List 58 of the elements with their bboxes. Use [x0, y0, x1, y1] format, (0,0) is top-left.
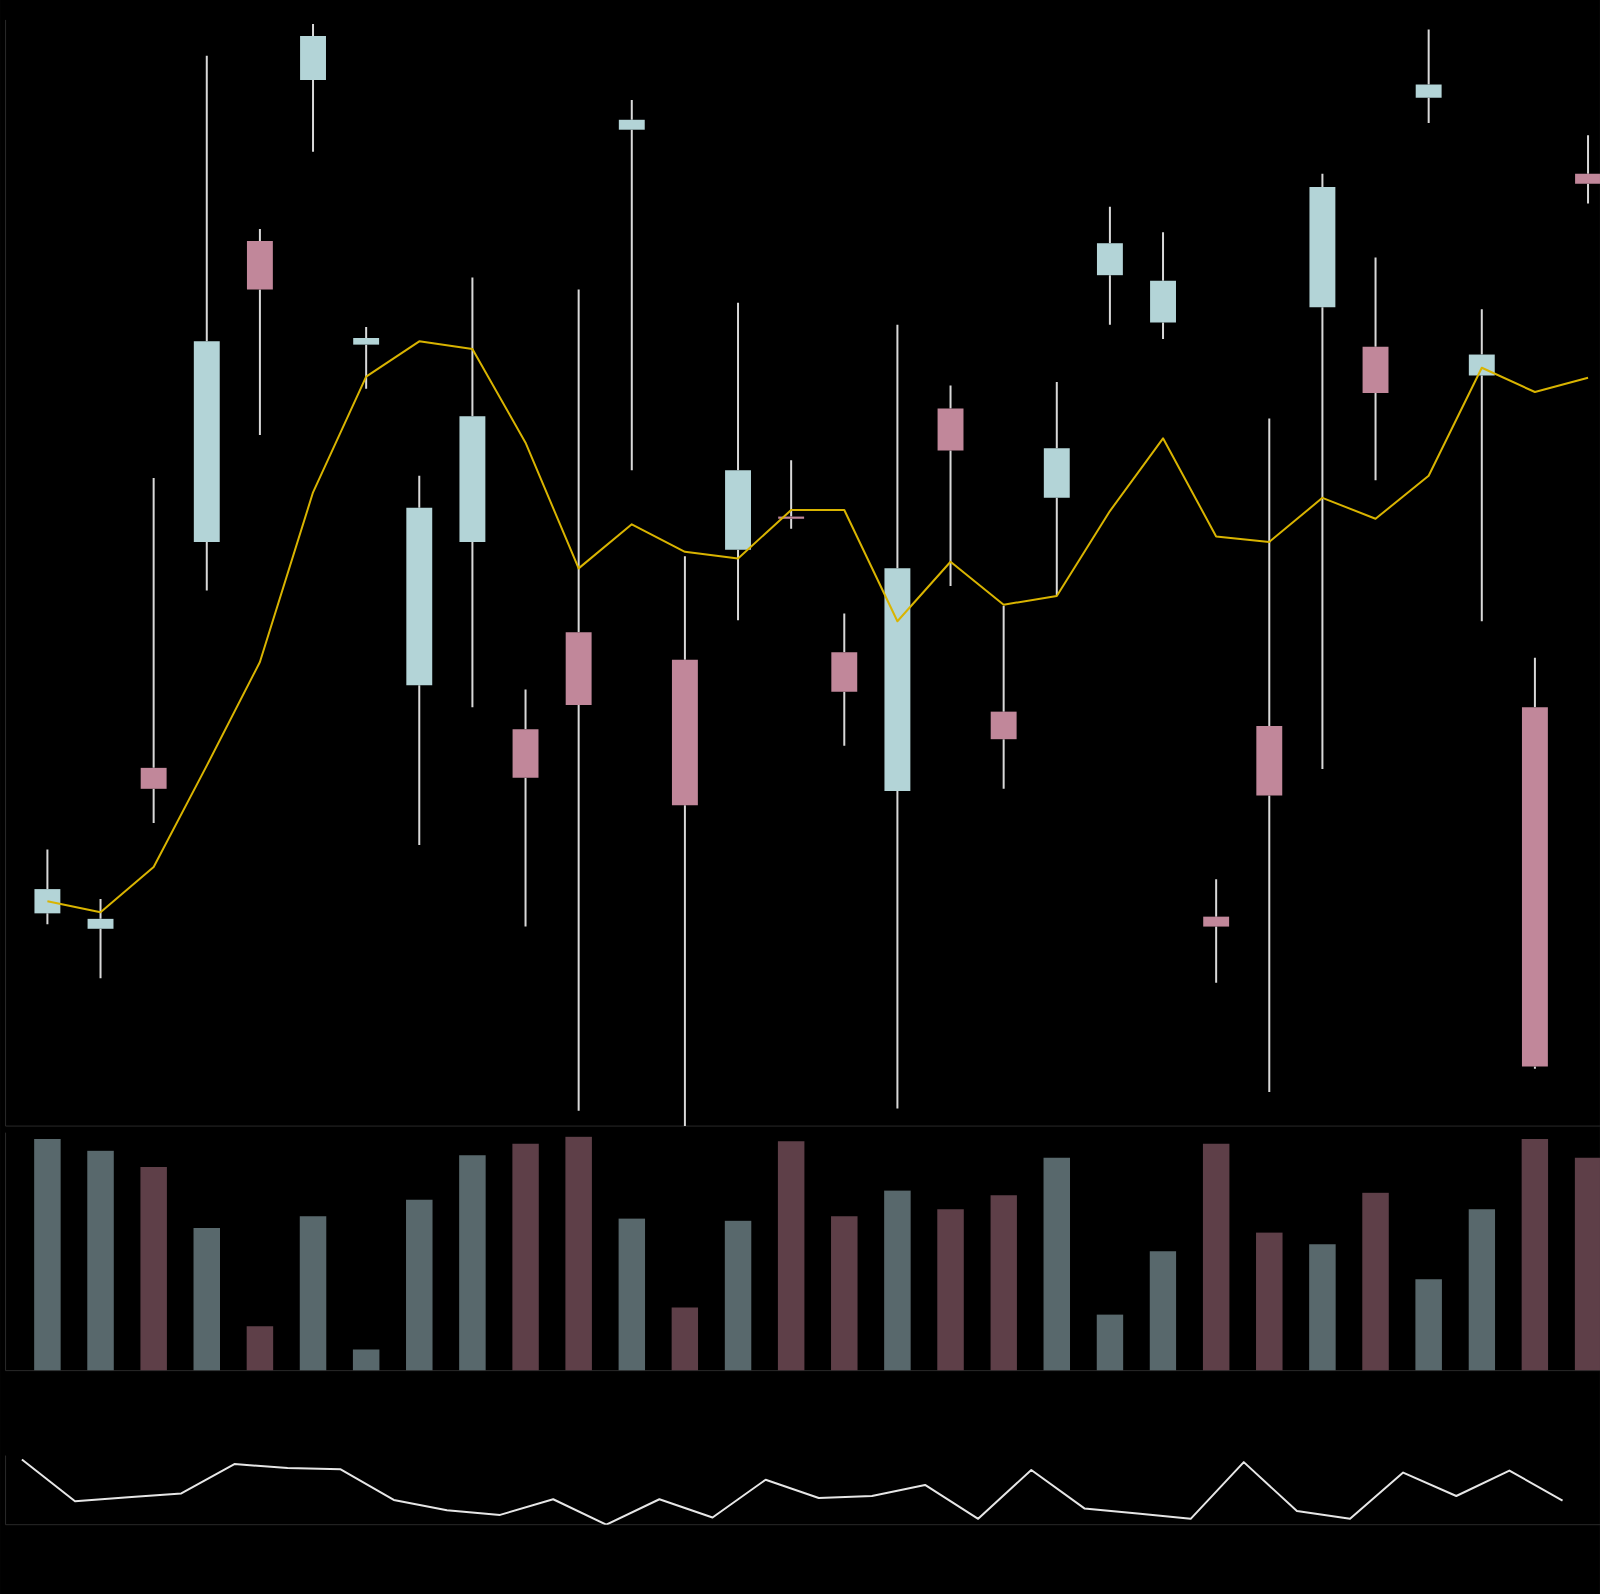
candlestick	[459, 276, 486, 709]
bar	[1202, 1143, 1230, 1371]
bar	[299, 1215, 327, 1371]
candlestick	[831, 612, 858, 747]
bar	[724, 1220, 752, 1371]
candlestick	[1575, 134, 1600, 205]
candlestick	[990, 604, 1017, 790]
bar	[1574, 1157, 1600, 1371]
bar	[671, 1307, 699, 1371]
candlestick	[353, 325, 380, 390]
candlestick	[87, 897, 114, 980]
candlestick	[725, 301, 751, 621]
bar	[618, 1218, 646, 1371]
bar	[1043, 1157, 1071, 1371]
candlestick	[1096, 205, 1123, 326]
candlestick	[1043, 380, 1070, 597]
candlestick	[34, 848, 61, 926]
candlestick	[193, 54, 220, 592]
bar	[990, 1194, 1017, 1371]
bar	[1415, 1279, 1442, 1371]
bar	[565, 1136, 592, 1371]
candlestick	[1415, 28, 1442, 124]
candlestick	[618, 98, 645, 472]
candlestick	[1521, 656, 1548, 1070]
candlestick	[140, 476, 167, 824]
bar	[1468, 1208, 1496, 1371]
candlestick	[565, 288, 592, 1112]
candlestick	[512, 688, 539, 928]
bar	[246, 1325, 274, 1371]
bar	[1362, 1192, 1389, 1371]
candlestick	[246, 227, 273, 436]
candlestick	[1309, 172, 1336, 770]
bar	[1521, 1138, 1549, 1371]
bar	[777, 1141, 805, 1371]
bar	[884, 1190, 911, 1371]
bar	[87, 1150, 114, 1371]
candlestick	[1203, 877, 1230, 984]
bar	[1309, 1244, 1336, 1371]
bar	[352, 1349, 380, 1371]
bar	[459, 1155, 486, 1371]
bar	[34, 1138, 61, 1371]
candlestick	[1256, 417, 1283, 1093]
bar	[1256, 1232, 1283, 1371]
bar	[406, 1199, 433, 1371]
candlestick	[937, 384, 964, 587]
candlestick	[406, 474, 433, 846]
candlestick	[300, 22, 326, 153]
bar	[512, 1143, 539, 1371]
bar	[140, 1166, 167, 1371]
bar	[831, 1215, 858, 1371]
bar	[1149, 1251, 1177, 1371]
candlestick	[1362, 256, 1389, 481]
candlestick	[671, 555, 698, 1126]
candlestick	[884, 323, 911, 1110]
candlestick	[1150, 230, 1176, 340]
bar	[193, 1227, 221, 1371]
bar	[1096, 1314, 1124, 1371]
bar	[937, 1208, 964, 1371]
